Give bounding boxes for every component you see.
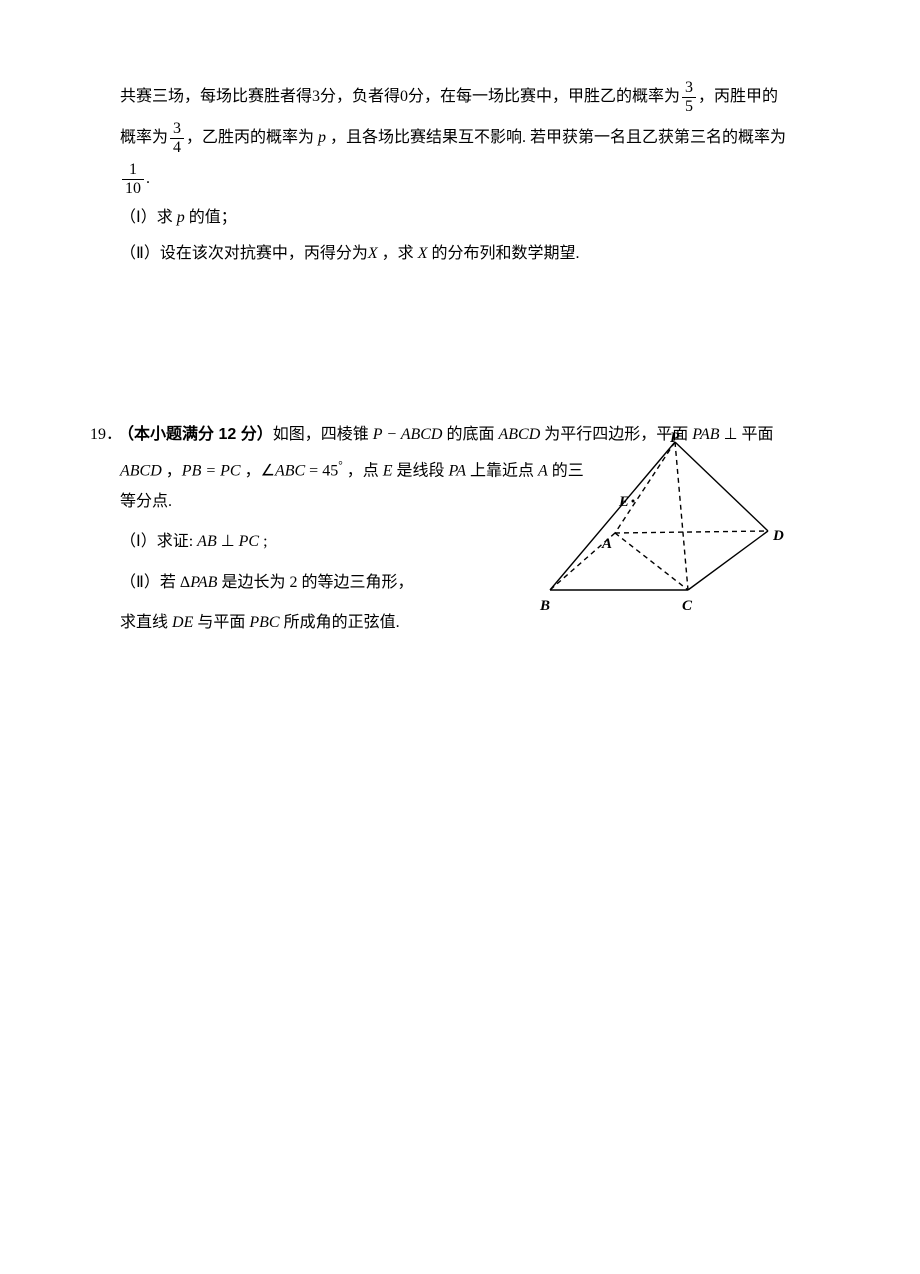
- math: ABCD: [120, 463, 162, 480]
- pyramid-svg: [520, 430, 800, 620]
- text: 的分布列和数学期望.: [427, 245, 579, 262]
- label: （Ⅰ）求证:: [120, 533, 197, 550]
- text: 是线段: [392, 463, 448, 480]
- q18-line1: 共赛三场，每场比赛胜者得3分，负者得0分，在每一场比赛中，甲胜乙的概率为35，丙…: [90, 80, 840, 115]
- text: 的底面: [442, 426, 498, 443]
- text: 求直线: [120, 614, 172, 631]
- label-P: P: [670, 424, 679, 453]
- q18-part1: （Ⅰ）求 p 的值；: [90, 203, 840, 233]
- var-p: p: [318, 129, 326, 146]
- denominator: 5: [682, 98, 696, 115]
- var-x: X: [368, 245, 378, 262]
- numerator: 3: [170, 121, 184, 139]
- text: 概率为: [120, 129, 168, 146]
- text: 所成角的正弦值.: [280, 614, 400, 631]
- math-de: DE: [172, 614, 193, 631]
- denominator: 4: [170, 139, 184, 156]
- denominator: 10: [122, 180, 144, 197]
- label-A: A: [602, 530, 612, 559]
- text: 的等边三角形，: [297, 574, 413, 591]
- question-number: 19．: [90, 420, 118, 450]
- fraction: 35: [682, 80, 696, 115]
- text: 是边长为: [217, 574, 289, 591]
- text: ，丙胜甲的: [698, 88, 778, 105]
- q18-body: 共赛三场，每场比赛胜者得3分，负者得0分，在每一场比赛中，甲胜乙的概率为35，丙…: [90, 80, 840, 270]
- var-x: X: [418, 245, 428, 262]
- var-p: p: [177, 209, 185, 226]
- math-ab: AB: [197, 533, 217, 550]
- math: P − ABCD: [373, 426, 443, 443]
- math: ABC: [275, 463, 305, 480]
- label-D: D: [773, 522, 784, 551]
- label: （Ⅱ）若: [120, 574, 180, 591]
- label: （Ⅰ）求: [120, 209, 177, 226]
- math-pc: PC: [239, 533, 259, 550]
- text: .: [146, 170, 150, 187]
- q18-line3: 110.: [90, 162, 840, 197]
- pyramid-figure: P E A D B C: [520, 430, 800, 620]
- q19-line2: ABCD ，PB = PC ，∠ABC = 45° ，点 E 是线段 PA 上靠…: [90, 456, 590, 517]
- text: ，乙胜丙的概率为: [186, 129, 318, 146]
- num: 0: [400, 88, 408, 105]
- text: 与平面: [193, 614, 249, 631]
- numerator: 3: [682, 80, 696, 98]
- eq: = 45: [305, 463, 338, 480]
- numerator: 1: [122, 162, 144, 180]
- label: （Ⅱ）设在该次对抗赛中，丙得分为: [120, 245, 368, 262]
- text: 如图，四棱锥: [273, 426, 373, 443]
- angle-sym: ∠: [261, 463, 275, 480]
- q18-line2: 概率为34，乙胜丙的概率为 p ，且各场比赛结果互不影响. 若甲获第一名且乙获第…: [90, 121, 840, 156]
- math-pbc: PBC: [249, 614, 279, 631]
- label-B: B: [540, 592, 550, 621]
- fraction: 34: [170, 121, 184, 156]
- math: PB = PC: [182, 463, 241, 480]
- perp: ⊥: [217, 533, 239, 550]
- q18-part2: （Ⅱ）设在该次对抗赛中，丙得分为X ，求 X 的分布列和数学期望.: [90, 239, 840, 269]
- fraction: 110: [122, 162, 144, 197]
- text: 分，在每一场比赛中，甲胜乙的概率为: [408, 88, 680, 105]
- q19-body: P E A D B C 19．（本小题满分 12 分）如图，四棱锥 P − AB…: [90, 420, 840, 639]
- text: ，: [162, 463, 182, 480]
- seg-pa: PA: [449, 463, 466, 480]
- math-pab: PAB: [190, 574, 217, 591]
- text: 的值；: [185, 209, 237, 226]
- label-E: E: [619, 488, 629, 517]
- text: ;: [259, 533, 267, 550]
- text: ，且各场比赛结果互不影响. 若甲获第一名且乙获第三名的概率为: [326, 129, 786, 146]
- text: ，点: [343, 463, 383, 480]
- label-C: C: [682, 592, 692, 621]
- text: 分，负者得: [320, 88, 400, 105]
- q19-title: （本小题满分 12 分）: [118, 426, 273, 443]
- text: ，: [241, 463, 261, 480]
- text: ，求: [378, 245, 418, 262]
- text: 共赛三场，每场比赛胜者得: [120, 88, 312, 105]
- delta: Δ: [180, 574, 190, 591]
- num: 3: [312, 88, 320, 105]
